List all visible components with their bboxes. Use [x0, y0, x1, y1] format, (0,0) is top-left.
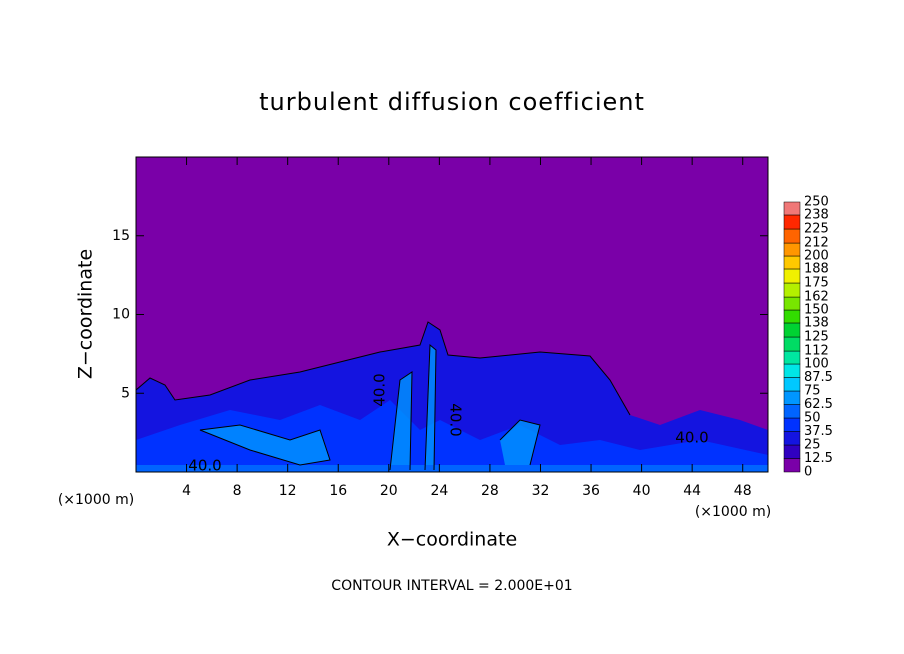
- colorbar-label: 238: [804, 207, 829, 222]
- y-tick-label: 10: [112, 307, 130, 323]
- field: [135, 157, 768, 472]
- colorbar-swatch: [783, 296, 801, 311]
- x-tick-label: 4: [182, 483, 191, 499]
- x-tick-label: 12: [279, 483, 297, 499]
- colorbar-label: 175: [804, 276, 829, 291]
- x-tick-label: 32: [532, 483, 550, 499]
- contour-label: 40.0: [675, 429, 708, 447]
- colorbar-swatch: [783, 417, 801, 432]
- contour-line: [199, 343, 541, 471]
- colorbar-swatch: [783, 322, 801, 338]
- colorbar-label: 162: [804, 290, 829, 305]
- colorbar-label: 100: [804, 357, 829, 372]
- x-tick-label: 24: [430, 483, 448, 499]
- colorbar-label: 62.5: [804, 397, 833, 412]
- contour-line: [135, 321, 631, 416]
- x-tick-label: 44: [683, 483, 701, 499]
- colorbar-label: 212: [804, 236, 829, 251]
- colorbar-label: 75: [804, 384, 821, 399]
- colorbar-label: 87.5: [804, 370, 833, 385]
- chart-title: turbulent diffusion coefficient: [259, 88, 645, 116]
- x-tick-label: 16: [329, 483, 347, 499]
- colorbar-label: 138: [804, 315, 829, 330]
- colorbar-swatch: [783, 377, 801, 392]
- colorbar-swatch: [783, 201, 801, 216]
- colorbar-label: 112: [804, 344, 829, 359]
- colorbar-swatch: [783, 336, 801, 352]
- colorbar-swatch: [783, 390, 801, 405]
- colorbar-swatch: [783, 309, 801, 324]
- colorbar-label: 150: [804, 303, 829, 318]
- field-region: [136, 465, 768, 472]
- y-axis-label: Z−coordinate: [75, 249, 97, 379]
- colorbar-label: 125: [804, 330, 829, 345]
- colorbar-swatch: [783, 458, 801, 473]
- colorbar-label: 225: [804, 222, 829, 237]
- y-tick-label: 15: [112, 228, 130, 244]
- colorbar-swatch: [783, 255, 801, 270]
- x-tick-label: 48: [734, 483, 752, 499]
- colorbar-swatch: [783, 268, 801, 284]
- footer-note: CONTOUR INTERVAL = 2.000E+01: [331, 578, 572, 594]
- colorbar-label: 12.5: [804, 451, 833, 466]
- y-unit-label: (×1000 m): [58, 492, 134, 508]
- x-axis-label: X−coordinate: [387, 529, 517, 551]
- colorbar-swatch: [783, 242, 801, 257]
- colorbar-label: 0: [804, 465, 812, 480]
- colorbar-label: 37.5: [804, 424, 833, 439]
- colorbar-label: 250: [804, 195, 829, 210]
- colorbar-swatch: [783, 431, 801, 446]
- colorbar-label: 50: [804, 411, 821, 426]
- contour-label: 40.0: [447, 403, 465, 436]
- colorbar-swatch: [783, 444, 801, 459]
- x-unit-label: (×1000 m): [695, 504, 771, 520]
- x-tick-label: 36: [582, 483, 600, 499]
- colorbar-label: 188: [804, 261, 829, 276]
- contour-label: 40.0: [371, 373, 389, 406]
- contour-label: 40.0: [188, 457, 221, 475]
- colorbar-swatch: [783, 282, 801, 298]
- x-tick-label: 28: [481, 483, 499, 499]
- colorbar-swatch: [783, 350, 801, 365]
- x-tick-label: 40: [633, 483, 651, 499]
- y-tick-label: 5: [121, 385, 130, 401]
- colorbar-swatch: [783, 363, 801, 378]
- x-tick-label: 8: [233, 483, 242, 499]
- colorbar-swatch: [783, 228, 801, 244]
- colorbar-swatch: [783, 404, 801, 419]
- colorbar-swatch: [783, 214, 801, 230]
- colorbar-label: 25: [804, 438, 821, 453]
- colorbar-label: 200: [804, 249, 829, 264]
- x-tick-label: 20: [380, 483, 398, 499]
